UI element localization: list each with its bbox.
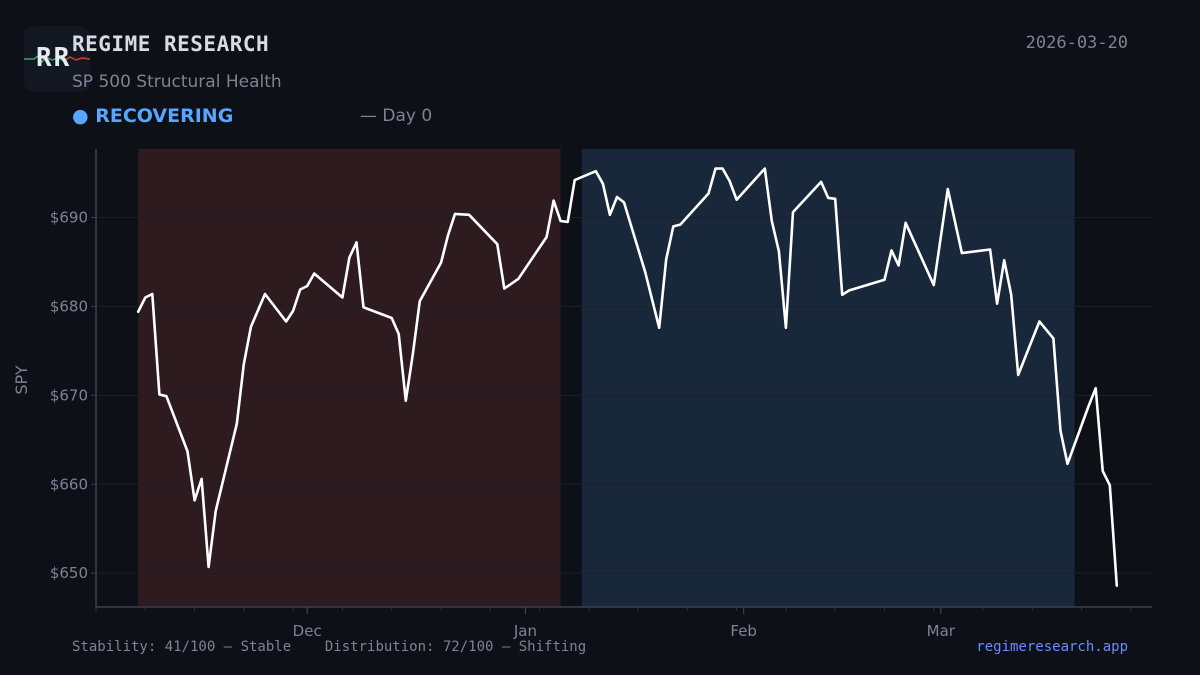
x-tick-label-feb: Feb xyxy=(730,622,757,640)
site-link[interactable]: regimeresearch.app xyxy=(976,639,1128,655)
x-ticks: Dec Jan Feb Mar xyxy=(95,607,1132,640)
y-axis-title: SPY xyxy=(12,365,31,394)
brand-logo: RR xyxy=(24,26,90,92)
footer-metrics: Stability: 41/100 — Stable Distribution:… xyxy=(72,639,586,655)
regime-status: ● RECOVERING xyxy=(72,105,233,127)
stability-metric: Stability: 41/100 — Stable xyxy=(72,639,292,655)
axes xyxy=(95,149,1152,608)
y-ticks: $650 $660 $670 $680 $690 xyxy=(50,208,96,582)
y-tick-label-670: $670 xyxy=(50,386,88,404)
report-date: 2026-03-20 xyxy=(1025,33,1128,53)
distribution-metric: Distribution: 72/100 — Shifting xyxy=(324,639,587,655)
x-tick-label-mar: Mar xyxy=(927,622,956,640)
regime-band-0 xyxy=(138,149,561,607)
regime-day-count: — Day 0 xyxy=(360,106,433,126)
y-tick-label-690: $690 xyxy=(50,208,88,226)
grid-lines xyxy=(96,216,1152,574)
x-tick-label-dec: Dec xyxy=(293,622,322,640)
brand-name: REGIME RESEARCH xyxy=(72,32,270,56)
y-tick-label-650: $650 xyxy=(50,564,88,582)
status-dot-icon: ● xyxy=(72,105,89,127)
status-label: RECOVERING xyxy=(95,105,234,127)
x-tick-label-jan: Jan xyxy=(513,622,537,640)
chart-subtitle: SP 500 Structural Health xyxy=(72,72,282,92)
regime-bands xyxy=(138,149,1075,607)
y-tick-label-660: $660 xyxy=(50,475,88,493)
logo-ticker-icon xyxy=(24,54,90,64)
y-tick-label-680: $680 xyxy=(50,297,88,315)
logo-letters: RR xyxy=(36,43,72,73)
spy-price-line xyxy=(136,167,1119,587)
regime-band-1 xyxy=(581,149,1075,607)
